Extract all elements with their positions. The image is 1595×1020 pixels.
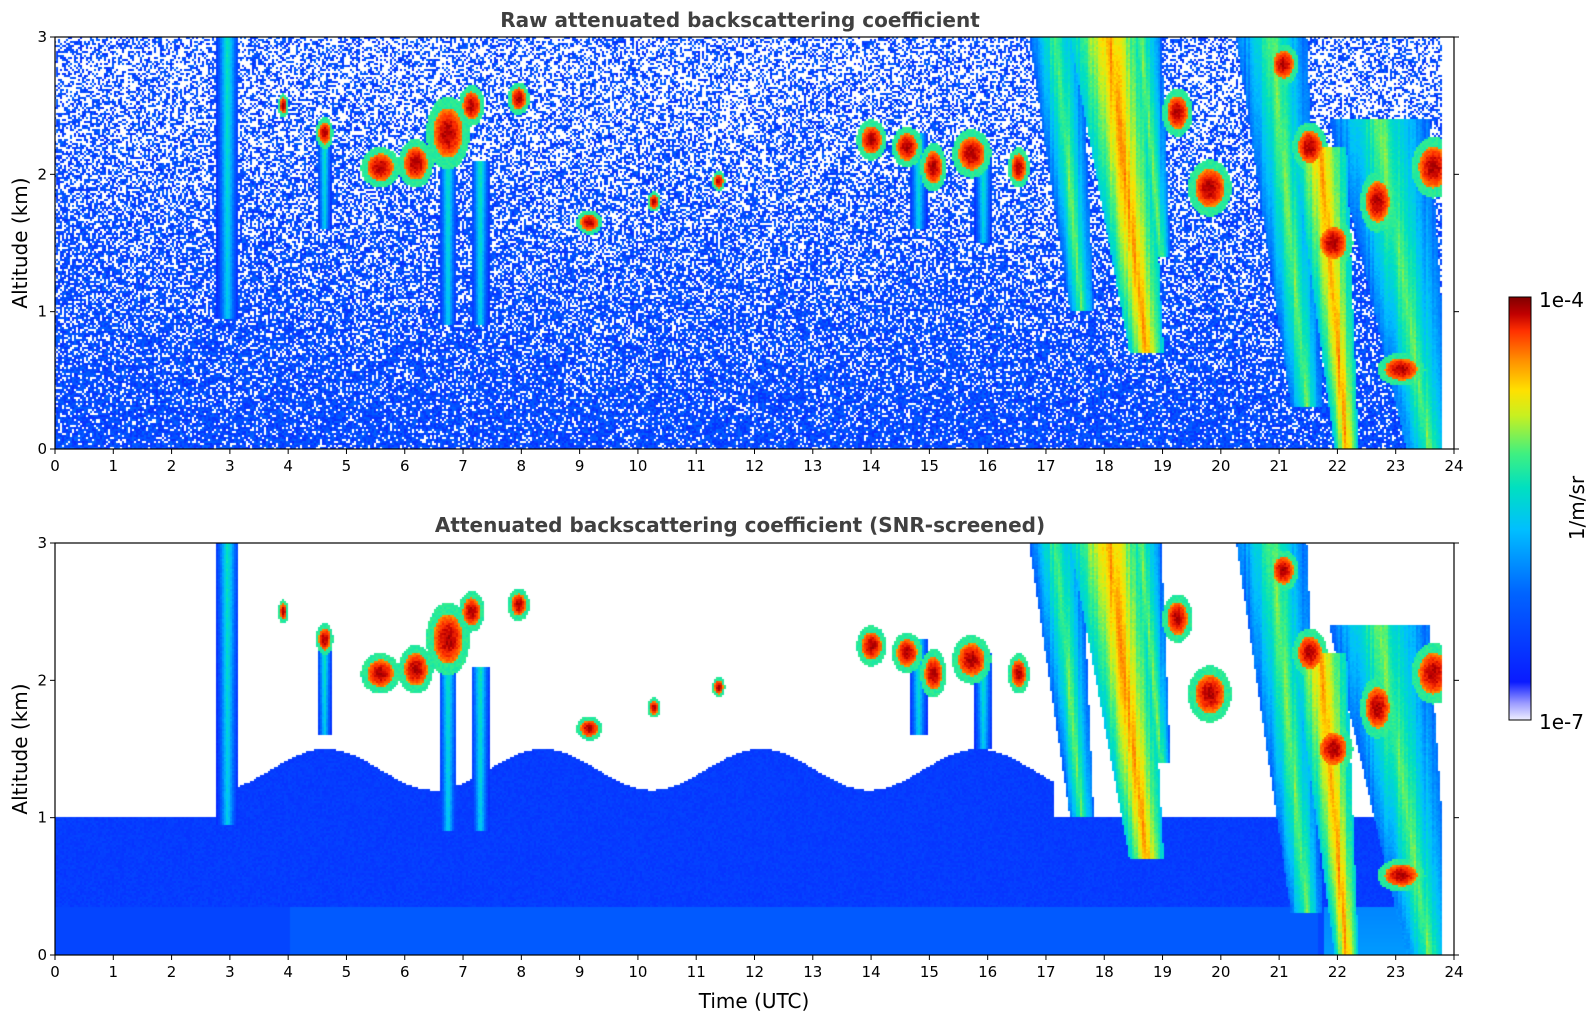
snr-x-tick-label: 21	[1270, 963, 1289, 981]
raw-x-tick-label: 1	[109, 457, 119, 475]
snr-x-tick-label: 16	[978, 963, 997, 981]
snr-heatmap-area	[55, 543, 1454, 955]
snr-x-tick-label: 10	[628, 963, 647, 981]
snr-x-tick-label: 12	[745, 963, 764, 981]
raw-x-tick-label: 7	[458, 457, 468, 475]
snr-heatmap-canvas	[55, 543, 1454, 955]
snr-x-tick-label: 14	[862, 963, 881, 981]
snr-screened-panel: Attenuated backscattering coefficient (S…	[8, 513, 1464, 1013]
raw-x-tick-label: 0	[50, 457, 60, 475]
snr-x-tick-label: 17	[1036, 963, 1055, 981]
raw-x-tick-label: 19	[1153, 457, 1172, 475]
raw-y-tick-label: 1	[37, 303, 47, 321]
raw-x-tick-label: 3	[225, 457, 235, 475]
raw-x-tick-label: 21	[1270, 457, 1289, 475]
raw-x-tick-label: 4	[283, 457, 293, 475]
raw-x-tick-label: 16	[978, 457, 997, 475]
snr-x-tick-label: 11	[687, 963, 706, 981]
colorbar: 1e-4 1e-7 1/m/sr	[1508, 288, 1589, 734]
raw-y-tick-label: 2	[37, 165, 47, 183]
snr-x-tick-label: 22	[1328, 963, 1347, 981]
raw-x-tick-label: 9	[575, 457, 585, 475]
snr-x-tick-label: 15	[920, 963, 939, 981]
snr-x-tick-label: 23	[1386, 963, 1405, 981]
snr-axes: 0 1 2 3 4 5 6 7 8 9 10 11 12 13 14 15 16 17 18 19 20 21 22 23 24…	[37, 534, 1463, 981]
snr-y-axis-label: Altitude (km)	[8, 683, 32, 814]
snr-panel-title: Attenuated backscattering coefficient (S…	[435, 513, 1045, 537]
colorbar-min-label: 1e-7	[1539, 710, 1584, 734]
raw-y-tick-label: 0	[37, 440, 47, 458]
raw-x-tick-label: 14	[862, 457, 881, 475]
snr-x-tick-label: 24	[1444, 963, 1463, 981]
raw-x-tick-label: 5	[342, 457, 352, 475]
snr-x-tick-label: 3	[225, 963, 235, 981]
raw-x-tick-label: 20	[1211, 457, 1230, 475]
snr-x-tick-label: 8	[517, 963, 527, 981]
raw-y-tick-label: 3	[37, 28, 47, 46]
snr-x-tick-label: 2	[167, 963, 177, 981]
raw-panel-title: Raw attenuated backscattering coefficien…	[500, 8, 980, 32]
raw-heatmap-canvas	[55, 37, 1454, 449]
snr-x-tick-label: 5	[342, 963, 352, 981]
raw-x-tick-label: 12	[745, 457, 764, 475]
snr-y-tick-label: 3	[37, 534, 47, 552]
raw-y-axis-label: Altitude (km)	[8, 177, 32, 308]
raw-x-tick-label: 13	[803, 457, 822, 475]
raw-x-tick-label: 2	[167, 457, 177, 475]
raw-x-tick-label: 23	[1386, 457, 1405, 475]
snr-x-tick-label: 6	[400, 963, 410, 981]
snr-x-tick-label: 0	[50, 963, 60, 981]
raw-backscatter-panel: Raw attenuated backscattering coefficien…	[8, 8, 1464, 475]
colorbar-unit-label: 1/m/sr	[1565, 475, 1589, 540]
snr-y-tick-label: 2	[37, 671, 47, 689]
raw-x-tick-label: 11	[687, 457, 706, 475]
raw-x-tick-label: 24	[1444, 457, 1463, 475]
colorbar-max-label: 1e-4	[1539, 288, 1584, 312]
colorbar-gradient	[1508, 296, 1532, 721]
snr-x-tick-label: 13	[803, 963, 822, 981]
snr-x-tick-label: 7	[458, 963, 468, 981]
raw-x-tick-label: 17	[1036, 457, 1055, 475]
x-axis-label: Time (UTC)	[698, 989, 810, 1013]
snr-x-tick-label: 9	[575, 963, 585, 981]
raw-x-tick-label: 6	[400, 457, 410, 475]
raw-axes: 0 1 2 3 4 5 6 7 8 9 10 11 12 13 14 15 16 17 18 19 20 21 22 23 24…	[37, 28, 1463, 475]
snr-x-tick-label: 19	[1153, 963, 1172, 981]
raw-heatmap-area	[55, 37, 1454, 449]
snr-x-tick-label: 1	[109, 963, 119, 981]
raw-x-tick-label: 15	[920, 457, 939, 475]
raw-x-tick-label: 22	[1328, 457, 1347, 475]
raw-x-tick-label: 10	[628, 457, 647, 475]
raw-x-tick-label: 8	[517, 457, 527, 475]
snr-y-tick-label: 1	[37, 809, 47, 827]
snr-x-tick-label: 20	[1211, 963, 1230, 981]
snr-x-tick-label: 18	[1095, 963, 1114, 981]
snr-x-tick-label: 4	[283, 963, 293, 981]
raw-x-tick-label: 18	[1095, 457, 1114, 475]
snr-y-tick-label: 0	[37, 946, 47, 964]
